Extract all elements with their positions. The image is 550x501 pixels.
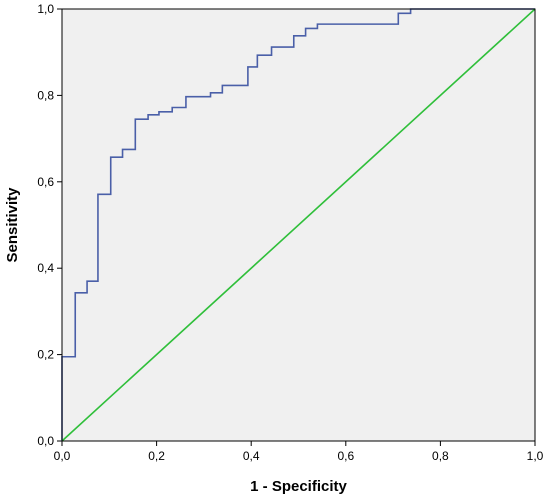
x-axis: 0,0 0,2 0,4 0,6 0,8 1,0 (54, 441, 544, 463)
y-axis: 0,0 0,2 0,4 0,6 0,8 1,0 (37, 2, 62, 448)
reference-diagonal-line (61, 8, 536, 442)
y-tick-label: 0,2 (37, 348, 54, 362)
plot-frame (61, 8, 536, 442)
y-tick-label: 0,0 (37, 434, 54, 448)
x-tick-label: 0,8 (432, 449, 449, 463)
series-lines (61, 8, 536, 442)
y-tick-label: 0,4 (37, 261, 54, 275)
x-axis-title: 1 - Specificity (250, 478, 347, 495)
x-tick-label: 0,2 (148, 449, 165, 463)
roc-curve-line (61, 8, 535, 441)
x-tick-label: 0,4 (243, 449, 260, 463)
x-tick-label: 1,0 (527, 449, 544, 463)
x-tick-label: 0,6 (337, 449, 354, 463)
y-tick-label: 0,6 (37, 175, 54, 189)
y-tick-label: 0,8 (37, 88, 54, 102)
x-tick-label: 0,0 (54, 449, 71, 463)
y-axis-title: Sensitivity (4, 187, 21, 263)
y-tick-label: 1,0 (37, 2, 54, 16)
